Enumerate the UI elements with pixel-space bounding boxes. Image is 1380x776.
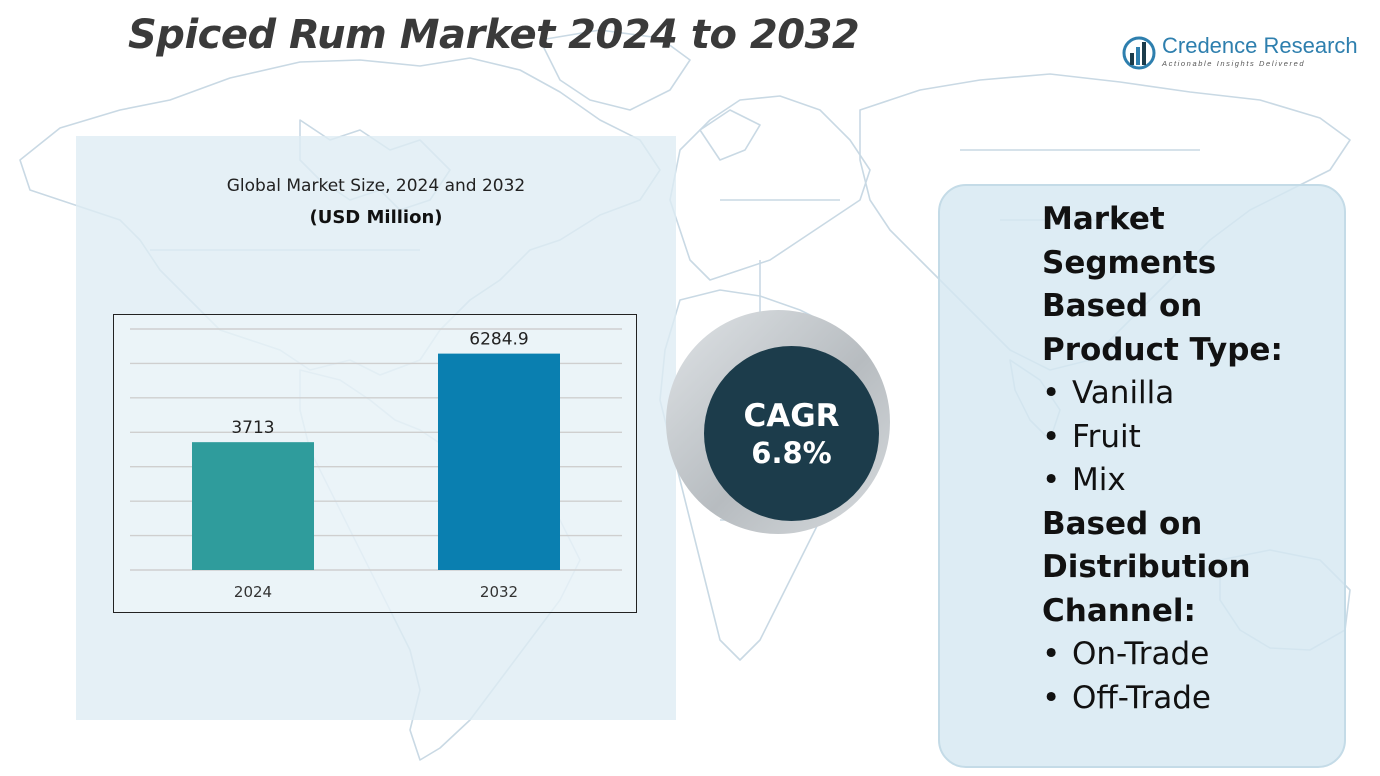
logo-tagline: Actionable Insights Delivered xyxy=(1162,59,1306,68)
cagr-label: CAGR xyxy=(743,397,840,434)
credence-bars-icon xyxy=(1122,36,1156,70)
segments-heading-line: Based on xyxy=(1042,505,1203,542)
x-tick-label: 2024 xyxy=(234,583,272,601)
data-label: 3713 xyxy=(231,418,274,438)
cagr-badge: CAGR 6.8% xyxy=(704,346,879,521)
bar-chart: 3713 2024 6284.9 2032 xyxy=(113,314,637,613)
segment-item-distribution: • Off-Trade xyxy=(1042,677,1342,721)
segment-item-label: On-Trade xyxy=(1072,636,1210,672)
bullet-icon: • xyxy=(1042,418,1061,455)
segments-heading-line: Distribution xyxy=(1042,549,1251,585)
segments-heading-line: Channel: xyxy=(1042,592,1196,629)
segment-item-product-type: • Fruit xyxy=(1042,416,1342,460)
segments-list: Market Segments Based on Product Type: •… xyxy=(1042,198,1342,720)
bar-chart-svg: 3713 2024 6284.9 2032 xyxy=(130,328,622,601)
chart-panel xyxy=(76,136,676,720)
segments-heading-line: Segments xyxy=(1042,244,1217,281)
segments-heading-line: Market xyxy=(1042,201,1165,237)
segment-item-label: Off-Trade xyxy=(1072,679,1211,716)
segment-item-label: Fruit xyxy=(1072,418,1141,455)
segment-item-product-type: • Vanilla xyxy=(1042,372,1342,416)
chart-title: Global Market Size, 2024 and 2032 xyxy=(226,176,526,196)
bullet-icon: • xyxy=(1042,636,1061,672)
page-title: Spiced Rum Market 2024 to 2032 xyxy=(128,12,860,58)
data-label: 6284.9 xyxy=(469,330,528,350)
bar-2024 xyxy=(192,442,314,570)
segments-heading-line: Based on xyxy=(1042,288,1203,324)
bullet-icon: • xyxy=(1042,375,1061,411)
x-tick-label: 2032 xyxy=(480,583,518,601)
segment-item-label: Mix xyxy=(1072,462,1126,498)
segment-item-label: Vanilla xyxy=(1072,375,1175,411)
cagr-value: 6.8% xyxy=(751,435,832,470)
segment-item-distribution: • On-Trade xyxy=(1042,633,1342,677)
company-logo: Credence Research Actionable Insights De… xyxy=(1122,33,1358,73)
bar-2032 xyxy=(438,353,560,570)
bullet-icon: • xyxy=(1042,679,1061,716)
logo-name: Credence Research xyxy=(1162,33,1358,58)
segments-heading-line: Product Type: xyxy=(1042,331,1283,368)
segments-panel xyxy=(938,184,1346,768)
bullet-icon: • xyxy=(1042,462,1061,498)
chart-unit-label: (USD Million) xyxy=(309,207,443,228)
segment-item-product-type: • Mix xyxy=(1042,459,1342,503)
